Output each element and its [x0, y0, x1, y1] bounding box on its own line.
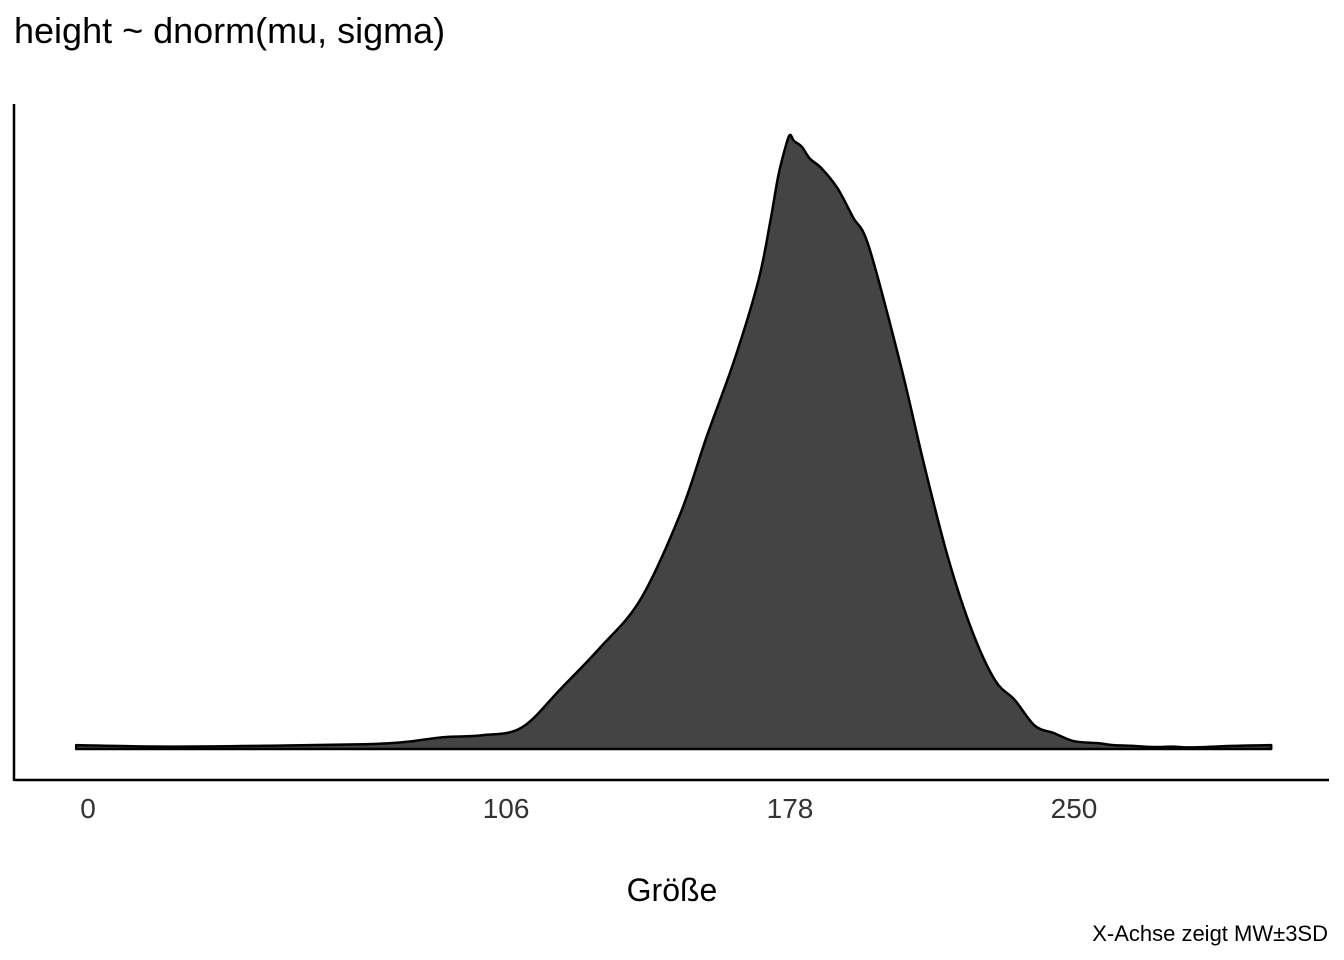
x-tick-labels: 0 106 178 250 — [80, 793, 1097, 824]
x-tick-label: 0 — [80, 793, 96, 824]
x-tick-label: 178 — [767, 793, 814, 824]
chart-caption: X-Achse zeigt MW±3SD — [1092, 921, 1328, 946]
x-axis-label: Größe — [626, 872, 718, 908]
chart-title: height ~ dnorm(mu, sigma) — [14, 10, 446, 51]
x-tick-label: 106 — [483, 793, 530, 824]
x-tick-label: 250 — [1051, 793, 1098, 824]
density-area — [74, 133, 1273, 751]
